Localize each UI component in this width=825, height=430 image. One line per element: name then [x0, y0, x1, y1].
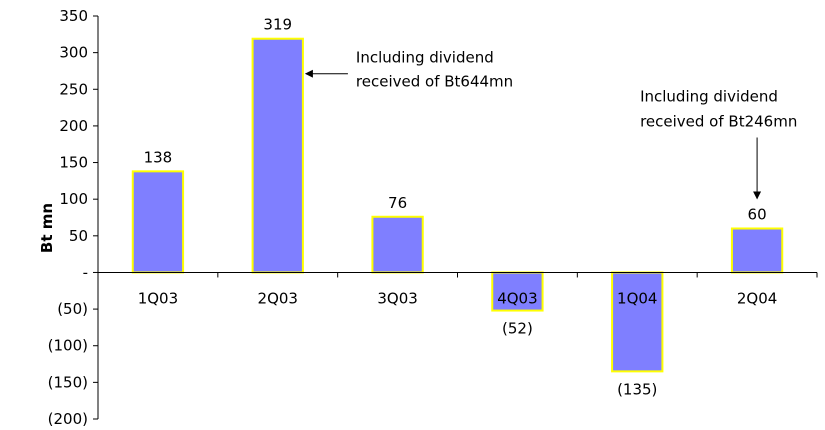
- category-label: 2Q04: [737, 289, 777, 307]
- y-axis: 350 300 250 200 150 100 50 - (50) (100) (150) (200): [48, 7, 99, 428]
- category-label: 2Q03: [258, 289, 298, 307]
- y-tick-label: 250: [59, 80, 88, 98]
- category-label: 1Q03: [138, 289, 178, 307]
- x-axis: [97, 271, 818, 278]
- data-label: 60: [748, 205, 767, 223]
- annotation-text: Including dividend: [356, 49, 494, 67]
- annotation: Including dividend received of Bt246mn: [640, 87, 797, 200]
- bar: [730, 227, 784, 274]
- annotation-text: received of Bt246mn: [640, 112, 797, 130]
- bar: [131, 170, 185, 274]
- bar: [371, 215, 424, 274]
- y-tick-label: -: [83, 263, 88, 281]
- annotation-text: received of Bt644mn: [356, 73, 513, 91]
- data-labels: 138 319 76 (52) (135) 60: [144, 16, 767, 399]
- annotation-text: Including dividend: [640, 87, 778, 105]
- data-label: (135): [617, 380, 657, 398]
- y-tick-label: (100): [48, 337, 88, 355]
- bars: [131, 37, 784, 373]
- y-tick-label: (150): [48, 373, 88, 391]
- category-label: 1Q04: [617, 289, 657, 307]
- data-label: 319: [263, 16, 292, 34]
- y-tick-label: 200: [59, 117, 88, 135]
- y-axis-label: Bt mn: [38, 203, 56, 253]
- y-tick-label: (50): [57, 300, 88, 318]
- y-tick-label: 300: [59, 44, 88, 62]
- y-tick-label: 350: [59, 7, 88, 25]
- y-tick-label: 100: [59, 190, 88, 208]
- y-tick-label: 150: [59, 154, 88, 172]
- bar: [491, 271, 544, 312]
- bar: [611, 271, 664, 373]
- data-label: (52): [502, 320, 533, 338]
- category-label: 3Q03: [377, 289, 417, 307]
- y-tick-label: 50: [69, 227, 88, 245]
- annotation: Including dividend received of Bt644mn: [304, 49, 513, 91]
- data-label: 76: [388, 194, 407, 212]
- category-label: 4Q03: [497, 289, 537, 307]
- y-tick-label: (200): [48, 410, 88, 428]
- data-label: 138: [144, 148, 173, 166]
- bar: [251, 37, 304, 274]
- category-labels: 1Q03 2Q03 3Q03 4Q03 1Q04 2Q04: [138, 289, 778, 307]
